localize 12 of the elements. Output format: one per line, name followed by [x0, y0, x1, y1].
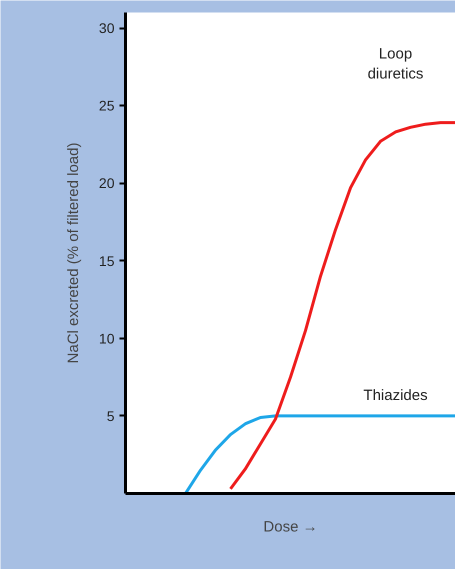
line-series	[229, 121, 455, 490]
y-tick-label: 5	[106, 408, 115, 424]
y-tick-label: 10	[98, 330, 115, 346]
y-tick-label: 30	[98, 20, 115, 36]
y-tick-label: 15	[98, 252, 115, 269]
y-axis-title: NaCl excreted (% of filtered load)	[64, 142, 82, 364]
x-axis-title: Dose →	[263, 518, 318, 536]
y-tick-label: 25	[98, 98, 115, 114]
series-label: Thiazides	[363, 386, 428, 404]
line-series	[184, 414, 455, 494]
y-tick-label: 20	[98, 175, 115, 192]
text: Loop diuretics	[368, 45, 424, 83]
